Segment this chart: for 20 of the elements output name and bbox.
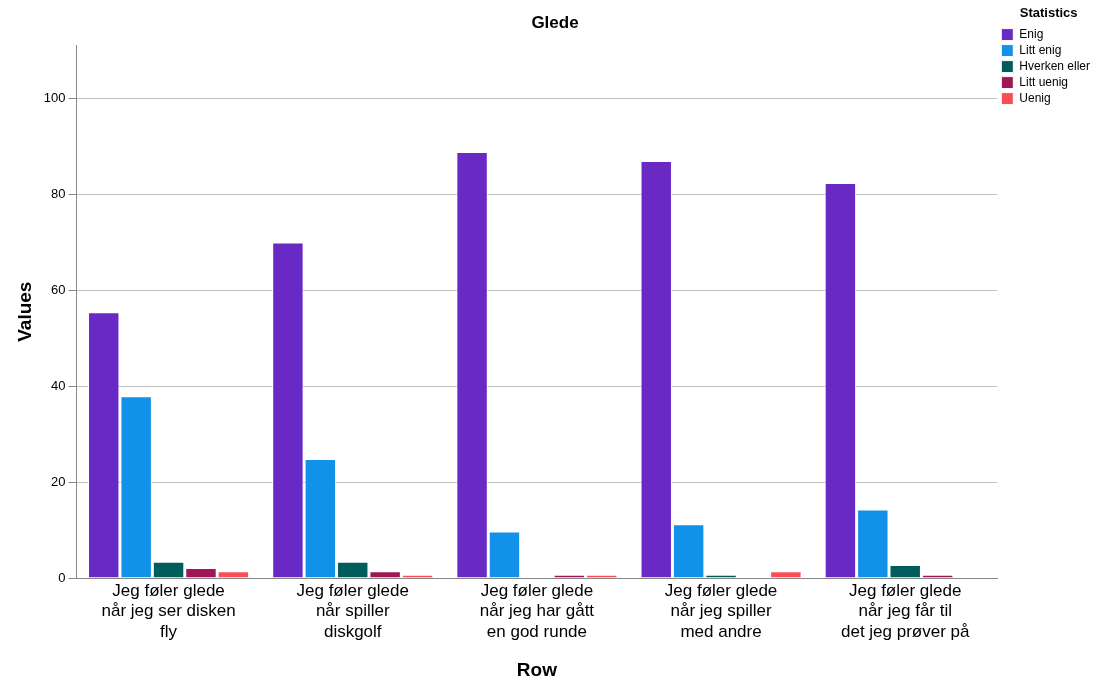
legend-label: Hverken eller [1019,58,1091,73]
y-tick-label: 0 [58,569,66,585]
legend-label: Uenig [1019,90,1051,105]
x-axis-title: Row [516,658,558,680]
x-tick-label: Jeg føler glede når jeg får til det jeg prøver på [840,580,971,641]
y-tick-label: 80 [51,185,66,201]
x-tick-label: Jeg føler glede når jeg har gått en god runde [479,580,595,641]
x-tick-label: Jeg føler glede når jeg ser disken fly [101,580,236,641]
x-tick-label: Jeg føler glede når jeg spiller med andre [664,580,778,641]
y-tick-label: 100 [43,89,66,105]
x-tick-label: Jeg føler glede når spiller diskgolf [296,580,409,641]
y-tick-label: 20 [51,473,66,489]
legend-label: Enig [1019,26,1044,41]
y-tick-label: 60 [51,281,66,297]
legend-label: Litt uenig [1019,74,1069,89]
y-tick-label: 40 [51,377,66,393]
chart-title: Glede [531,12,579,32]
legend-title: Statistics [1019,5,1078,21]
y-axis-title: Values [13,281,35,342]
legend-label: Litt enig [1019,42,1062,57]
